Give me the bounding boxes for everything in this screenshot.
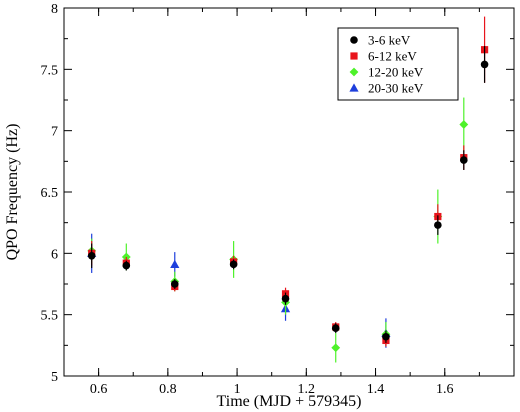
legend-box [337,27,459,101]
data-point [460,156,468,164]
y-tick-label: 5 [51,370,58,385]
x-axis-title: Time (MJD + 579345) [217,393,362,410]
y-tick-label: 7 [51,125,58,140]
data-series [87,16,489,363]
data-point [480,60,489,69]
legend-marker [350,36,358,44]
legend-label: 6-12 keV [368,49,417,64]
data-point [87,251,96,260]
data-point [170,259,180,269]
y-axis-title: QPO Frequency (Hz) [4,124,21,261]
data-point [331,324,340,332]
series-3-6-keV [87,46,489,343]
y-tick-label: 5.5 [41,309,59,324]
y-tick-label: 8 [51,2,58,17]
axis-ticks: 0.6 0.8 1 1.2 1.4 1.6 5 5.5 6 6.5 7 7.5 8 [41,2,515,397]
y-tick-label: 6.5 [41,186,59,201]
y-tick-label: 7.5 [41,63,59,78]
x-tick-label: 1.6 [436,382,454,397]
series-12-20-keV [87,97,469,363]
series-20-30-keV [87,233,391,348]
x-tick-label: 1 [234,382,241,397]
x-tick-label: 0.8 [159,382,177,397]
x-tick-label: 1.2 [298,382,316,397]
legend-marker [350,52,358,60]
data-point [434,221,442,229]
data-point [281,294,290,303]
data-point [331,343,341,353]
data-point [382,332,390,341]
x-tick-label: 0.6 [90,382,108,397]
legend-marker [349,83,359,92]
legend-label: 3-6 keV [368,33,411,48]
y-tick-label: 6 [51,247,58,262]
data-point [122,261,131,270]
legend-label: 20-30 keV [368,81,424,96]
legend-marker [349,67,359,77]
x-tick-label: 1.4 [367,382,385,397]
data-point [170,280,179,288]
data-point [229,260,238,269]
data-point [459,120,469,129]
legend-label: 12-20 keV [368,65,424,80]
